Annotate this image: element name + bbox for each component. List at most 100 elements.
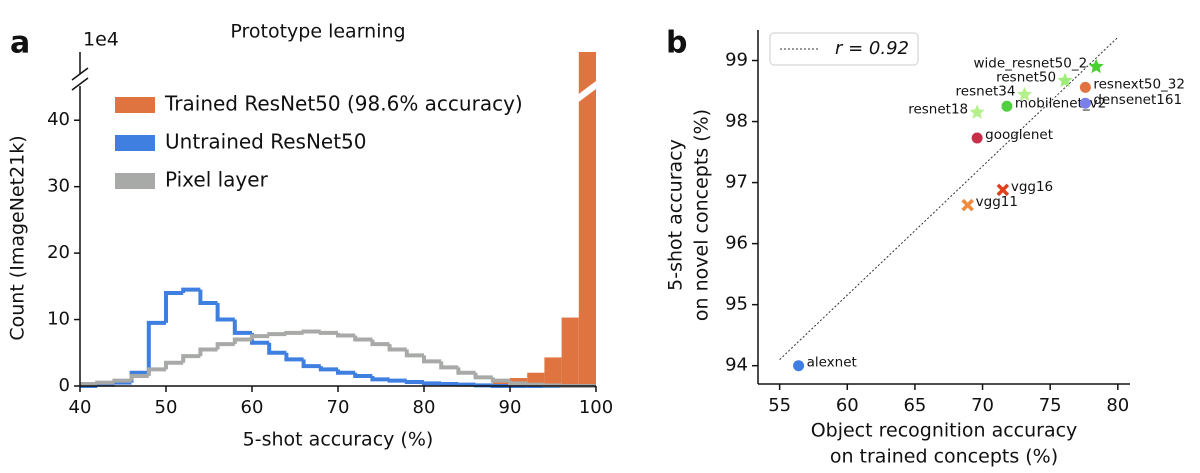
step [473,372,493,380]
step [336,369,356,375]
y-axis-label: on novel concepts (%) [691,109,713,321]
axis-break-mark [71,67,89,91]
point [971,132,983,144]
step [525,382,545,387]
point-label: resnet18 [908,101,968,117]
step [370,339,390,347]
x-tick-label: 65 [903,395,926,416]
point-label: wide_resnet50_2 [973,56,1087,72]
point [1079,97,1091,109]
step [181,354,201,363]
point [793,360,805,372]
legend-swatch [115,135,155,151]
step [181,287,201,293]
legend-label: r = 0.92 [835,38,909,59]
point-label: alexnet [807,355,857,371]
legend-swatch [115,97,155,113]
point-label: resnet50 [996,70,1056,86]
x-tick-label: 90 [499,397,522,418]
x-axis-label: 5-shot accuracy (%) [243,429,434,451]
y-tick-label: 0 [59,375,70,396]
step [250,334,270,340]
point [1057,72,1073,88]
y-tick-label: 98 [725,111,748,132]
point [961,198,974,212]
step [232,337,252,345]
step [318,366,338,372]
step [80,382,98,387]
bar [492,380,510,386]
point-label: vgg11 [976,194,1018,210]
bar [561,317,579,386]
point-label: resnext50_32 [1093,76,1185,92]
step [164,360,184,370]
step [215,302,235,322]
point-label: resnet34 [956,84,1016,100]
step [439,361,459,370]
step [508,380,528,386]
chart-title: Prototype learning [230,21,405,43]
step [95,380,115,385]
y-tick-label: 97 [725,172,748,193]
step [301,329,321,334]
step [353,372,373,379]
step [404,349,424,358]
y-tick-label: 10 [47,309,70,330]
point [996,183,1010,197]
x-tick-label: 60 [241,397,264,418]
bar [544,357,562,386]
x-tick-label: 80 [1106,395,1129,416]
step [422,355,442,364]
step [473,383,493,388]
point [1079,81,1091,93]
x-axis-label: Object recognition accuracy [811,420,1078,442]
legend-label: Pixel layer [165,168,269,192]
y-axis-label: Count (ImageNet21k) [7,135,29,340]
y-tick-label: 96 [725,233,748,254]
point-label: densenet161 [1093,92,1182,108]
point [969,104,985,119]
x-tick-label: 55 [768,395,791,416]
point-label: googlenet [985,127,1053,143]
x-tick-label: 40 [69,397,92,418]
step [112,378,132,383]
x-tick-label: 100 [579,397,613,418]
step [490,377,510,383]
panel-label: b [666,26,687,61]
step [198,347,218,357]
step [404,380,424,385]
step [353,335,373,342]
step [129,374,149,381]
step [284,330,304,335]
y-tick-label: 20 [47,242,70,263]
point [1001,100,1013,112]
legend-swatch [115,173,155,189]
step [370,376,390,382]
x-tick-label: 60 [836,395,859,416]
step [267,332,287,337]
x-tick-label: 50 [155,397,178,418]
step [301,359,321,369]
step [456,367,476,375]
step [542,383,562,388]
panel-label: a [10,26,30,61]
legend-box [769,32,919,66]
y-tick-label: 40 [47,109,70,130]
point-label: vgg16 [1011,179,1053,195]
step [422,381,442,386]
y-tick-label: 94 [725,355,748,376]
step [232,319,252,335]
y-offset-label: 1e4 [83,29,119,51]
step [164,290,184,323]
y-tick-label: 30 [47,176,70,197]
step [318,330,338,335]
bar [578,52,596,386]
step [456,382,476,387]
step [284,352,304,362]
fit-line [779,36,1119,360]
legend-label: Trained ResNet50 (98.6% accuracy) [164,92,523,116]
y-axis-label: 5-shot accuracy [665,139,687,291]
x-tick-label: 70 [327,397,350,418]
step [336,332,356,338]
